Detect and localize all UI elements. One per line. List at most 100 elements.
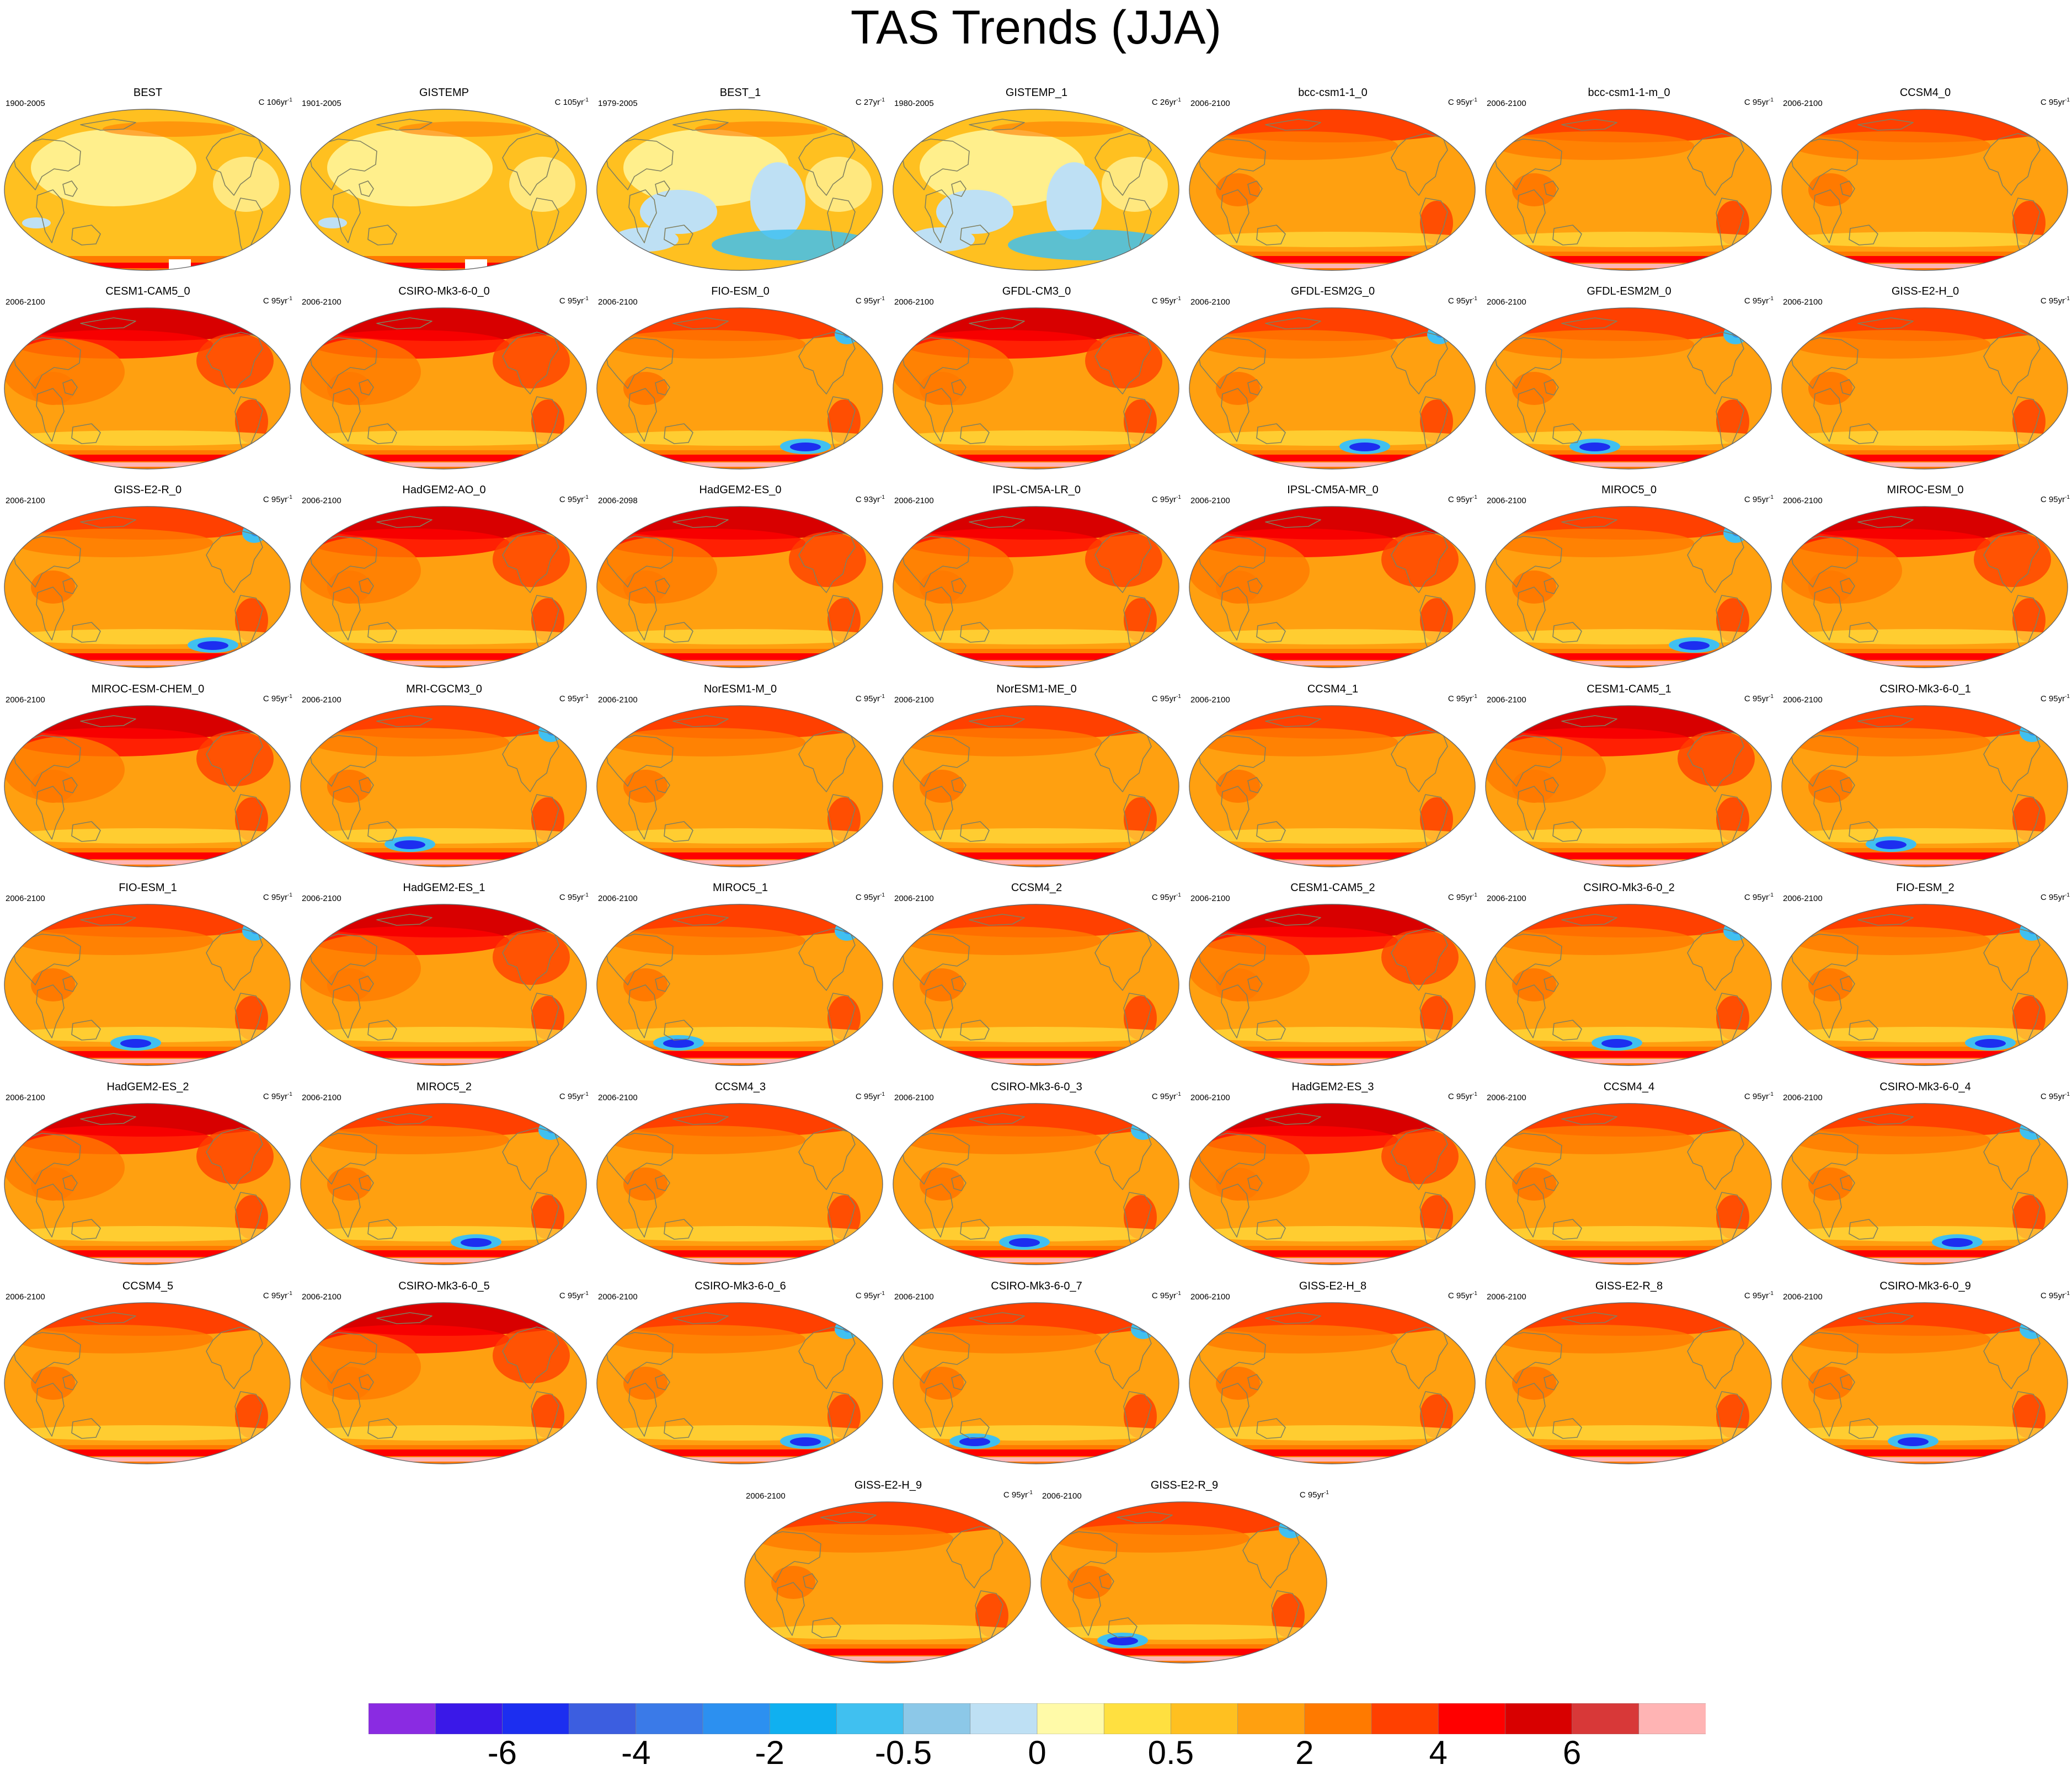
panel-period: 2006-2100: [1487, 297, 1526, 307]
panel-unit-text: C 95yr: [1448, 1291, 1473, 1300]
panel-unit-exponent: -1: [287, 892, 292, 898]
map-panel: CCSM4_0 2006-2100 C 95yr-1: [1777, 86, 2072, 279]
panel-unit-text: C 95yr: [2040, 1291, 2065, 1300]
panel-unit-text: C 95yr: [1151, 893, 1177, 902]
trend-map: [1781, 506, 2068, 668]
panel-unit: C 95yr-1: [263, 1089, 292, 1102]
map-panel: GISS-E2-R_8 2006-2100 C 95yr-1: [1481, 1280, 1777, 1473]
panel-unit: C 95yr-1: [1152, 691, 1181, 705]
trend-map: [744, 1501, 1031, 1664]
panel-unit: C 95yr-1: [559, 691, 589, 705]
panel-period: 1901-2005: [302, 99, 341, 108]
panel-title: HadGEM2-ES_1: [403, 882, 485, 894]
trend-map: [300, 307, 587, 470]
panel-unit: C 95yr-1: [1744, 691, 1774, 705]
panel-unit: C 95yr-1: [263, 492, 292, 505]
panel-unit-text: C 95yr: [855, 694, 880, 703]
panel-unit: C 95yr-1: [2041, 691, 2070, 705]
map-panel: CSIRO-Mk3-6-0_4 2006-2100 C 95yr-1: [1777, 1080, 2072, 1273]
panel-unit: C 95yr-1: [559, 1089, 589, 1102]
map-panel: MIROC5_0 2006-2100 C 95yr-1: [1481, 483, 1777, 676]
map-panel: CSIRO-Mk3-6-0_5 2006-2100 C 95yr-1: [296, 1280, 592, 1473]
map-panel: CSIRO-Mk3-6-0_7 2006-2100 C 95yr-1: [889, 1280, 1184, 1473]
panel-unit-text: C 95yr: [1448, 98, 1473, 107]
panel-unit: C 95yr-1: [263, 294, 292, 307]
panel-title: bcc-csm1-1-m_0: [1588, 87, 1670, 99]
trend-map: [596, 1302, 883, 1464]
trend-map: [1485, 1302, 1772, 1464]
trend-map: [1485, 1103, 1772, 1265]
trend-map: [893, 109, 1179, 271]
panel-title: HadGEM2-ES_3: [1291, 1081, 1374, 1093]
panel-unit-exponent: -1: [584, 1091, 589, 1097]
colorbar-segment: [569, 1703, 637, 1734]
panel-unit: C 95yr-1: [1152, 1089, 1181, 1102]
panel-title: CCSM4_3: [714, 1081, 766, 1093]
trend-map: [893, 1103, 1179, 1265]
panel-title: GISTEMP_1: [1005, 87, 1068, 99]
panel-unit-exponent: -1: [2065, 1291, 2070, 1297]
panel-title: CCSM4_4: [1603, 1081, 1655, 1093]
panel-unit: C 95yr-1: [1152, 1288, 1181, 1302]
panel-title: CSIRO-Mk3-6-0_3: [991, 1081, 1082, 1093]
map-panel: CSIRO-Mk3-6-0_3 2006-2100 C 95yr-1: [889, 1080, 1184, 1273]
panel-period: 2006-2100: [1042, 1491, 1082, 1501]
trend-map: [596, 307, 883, 470]
panel-unit: C 95yr-1: [1744, 890, 1774, 903]
colorbar-segment: [1171, 1703, 1238, 1734]
panel-unit: C 95yr-1: [1152, 890, 1181, 903]
panel-unit: C 95yr-1: [2041, 492, 2070, 505]
panel-title: FIO-ESM_0: [711, 285, 770, 297]
panel-title: HadGEM2-AO_0: [402, 484, 486, 496]
map-panel: CESM1-CAM5_2 2006-2100 C 95yr-1: [1185, 881, 1481, 1074]
panel-title: BEST: [133, 87, 163, 99]
panel-unit-exponent: -1: [1324, 1490, 1329, 1496]
trend-map: [1189, 1302, 1476, 1464]
panel-period: 2006-2100: [598, 1093, 638, 1102]
map-panel: BEST_1 1979-2005 C 27yr-1: [592, 86, 888, 279]
panel-period: 2006-2098: [598, 496, 638, 505]
panel-title: GISS-E2-H_8: [1299, 1280, 1367, 1292]
panel-period: 2006-2100: [1487, 99, 1526, 108]
panel-period: 2006-2100: [6, 894, 45, 903]
panel-unit-text: C 95yr: [1003, 1490, 1028, 1500]
colorbar: [369, 1703, 1706, 1734]
map-panel: IPSL-CM5A-MR_0 2006-2100 C 95yr-1: [1185, 483, 1481, 676]
trend-map: [300, 1103, 587, 1265]
panel-unit: C 26yr-1: [1152, 95, 1181, 108]
panel-unit: C 95yr-1: [1744, 1089, 1774, 1102]
panel-unit: C 95yr-1: [2041, 294, 2070, 307]
panel-period: 2006-2100: [6, 297, 45, 307]
panel-period: 2006-2100: [1487, 1292, 1526, 1302]
panel-unit-exponent: -1: [287, 296, 292, 302]
colorbar-tick-label: -0.5: [874, 1734, 932, 1771]
panel-unit: C 95yr-1: [1448, 691, 1477, 705]
panel-unit-text: C 95yr: [1448, 893, 1473, 902]
panel-title: MIROC5_2: [416, 1081, 472, 1093]
panel-period: 2006-2100: [6, 496, 45, 505]
panel-period: 2006-2100: [894, 297, 934, 307]
panel-unit-text: C 95yr: [263, 296, 288, 306]
panel-title: FIO-ESM_2: [1896, 882, 1954, 894]
trend-map: [893, 705, 1179, 867]
panel-unit-exponent: -1: [1769, 1091, 1774, 1097]
panel-period: 2006-2100: [1190, 1093, 1230, 1102]
trend-map: [1189, 904, 1476, 1066]
colorbar-segment: [1572, 1703, 1640, 1734]
panel-period: 2006-2100: [1783, 894, 1823, 903]
trend-map: [1189, 109, 1476, 271]
map-panel: BEST 1900-2005 C 106yr-1: [0, 86, 296, 279]
panel-unit: C 95yr-1: [559, 1288, 589, 1302]
panel-unit-text: C 95yr: [2040, 495, 2065, 504]
panel-period: 2006-2100: [302, 496, 341, 505]
panel-unit-text: C 95yr: [559, 1092, 584, 1101]
colorbar-tick-label: 6: [1562, 1734, 1582, 1771]
panel-unit: C 95yr-1: [263, 691, 292, 705]
panel-period: 2006-2100: [598, 894, 638, 903]
panel-unit-text: C 95yr: [1744, 296, 1769, 306]
panel-period: 2006-2100: [302, 1292, 341, 1302]
panel-title: GFDL-ESM2M_0: [1587, 285, 1672, 297]
panel-unit-exponent: -1: [584, 97, 589, 103]
panel-period: 2006-2100: [6, 1093, 45, 1102]
panel-period: 2006-2100: [1190, 496, 1230, 505]
